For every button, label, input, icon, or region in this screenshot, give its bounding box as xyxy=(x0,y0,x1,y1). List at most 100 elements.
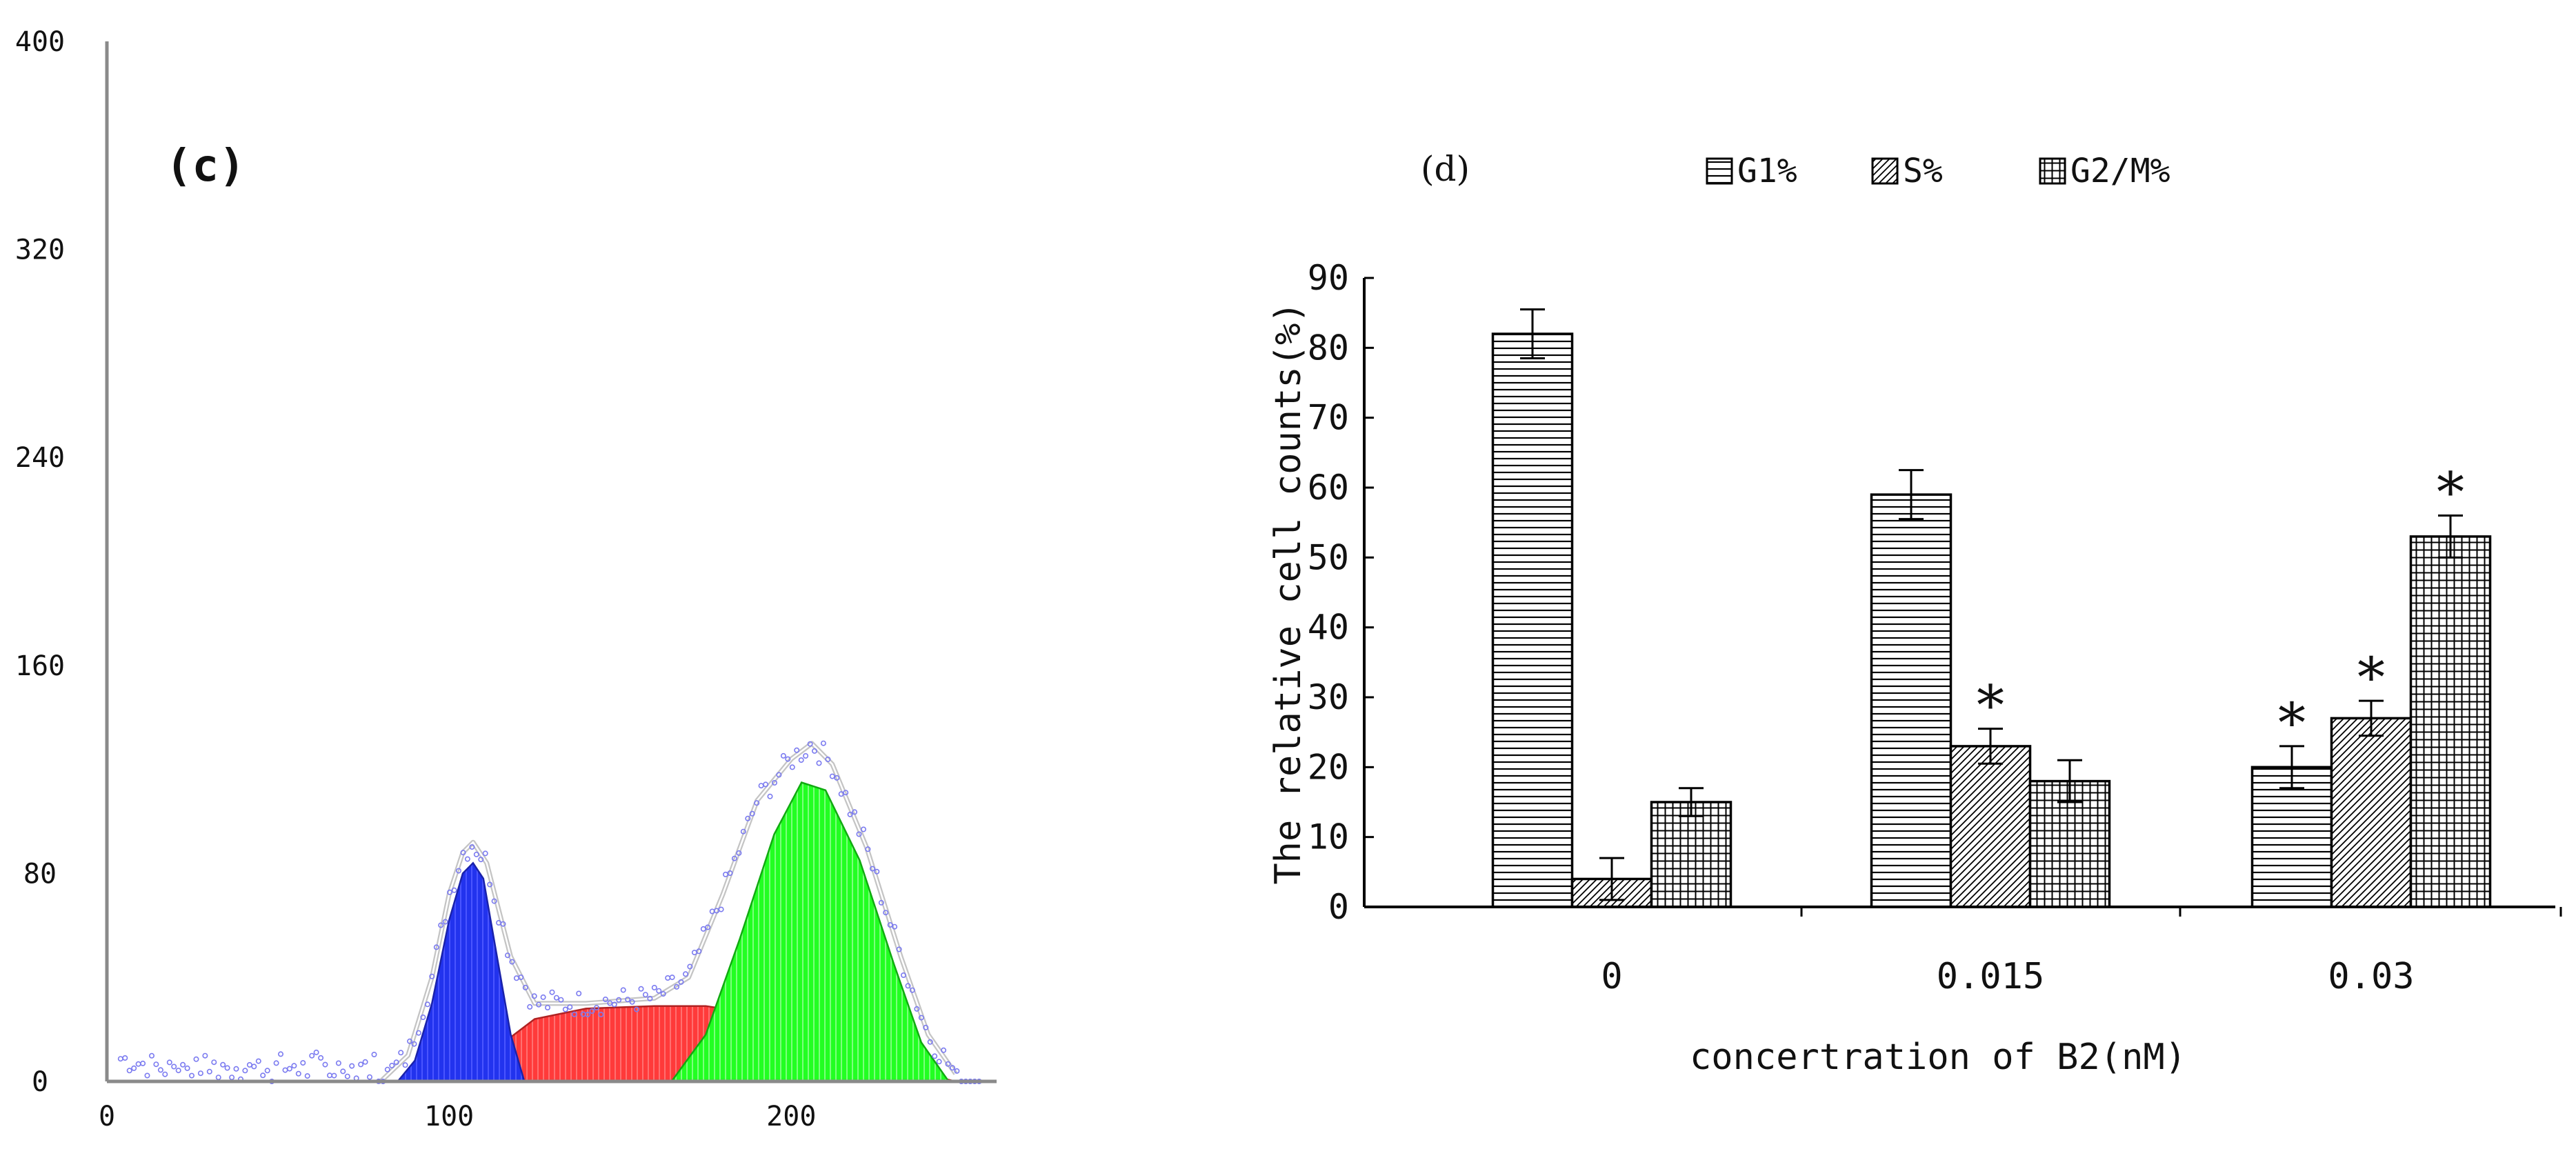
data-point xyxy=(291,1063,297,1069)
data-point xyxy=(727,870,733,877)
bar-g1 xyxy=(1491,332,1574,908)
data-point xyxy=(433,944,439,950)
data-point xyxy=(892,923,898,930)
d-y-ticks: 0 10 20 30 40 50 60 70 80 90 xyxy=(1308,258,1374,927)
y-tick-label: 50 xyxy=(1308,537,1349,577)
data-point xyxy=(843,790,849,796)
data-point xyxy=(184,1065,190,1071)
data-point xyxy=(602,997,608,1003)
c-scatter-points xyxy=(117,740,982,1085)
data-point xyxy=(531,993,537,999)
legend-swatch xyxy=(2039,157,2066,185)
data-point xyxy=(344,1073,350,1079)
data-point xyxy=(549,989,555,995)
data-point xyxy=(745,815,751,821)
data-point xyxy=(117,1056,123,1062)
bar-s xyxy=(2330,717,2413,908)
data-point xyxy=(749,810,755,817)
data-point xyxy=(625,997,631,1003)
data-point xyxy=(812,748,818,754)
data-point xyxy=(847,811,853,817)
data-point xyxy=(945,1061,951,1067)
data-point xyxy=(687,963,693,970)
data-point xyxy=(772,780,778,786)
data-point xyxy=(936,1059,942,1065)
data-point xyxy=(678,979,684,985)
g2-m-peak-area xyxy=(670,781,950,1083)
data-point xyxy=(251,1063,257,1070)
data-point xyxy=(896,946,902,952)
data-point xyxy=(918,1015,924,1021)
y-tick-label: 10 xyxy=(1308,817,1349,857)
data-point xyxy=(300,1060,306,1066)
data-point xyxy=(473,851,479,857)
data-point xyxy=(393,1059,399,1066)
data-point xyxy=(558,997,564,1003)
data-point xyxy=(180,1061,186,1068)
significance-marker: * xyxy=(2437,461,2464,525)
data-point xyxy=(807,741,813,747)
bar-g2-m xyxy=(1650,801,1733,908)
data-point xyxy=(553,995,559,1001)
legend: G1% S% G2/M% xyxy=(1706,152,2170,190)
data-point xyxy=(540,994,546,1000)
data-point xyxy=(763,781,769,788)
data-point xyxy=(518,975,524,981)
data-point xyxy=(718,906,724,912)
x-tick-label: 0.03 xyxy=(2328,956,2414,997)
data-point xyxy=(682,971,688,977)
data-point xyxy=(460,850,466,856)
data-point xyxy=(313,1049,319,1055)
data-point xyxy=(264,1068,270,1074)
data-point xyxy=(629,999,635,1005)
data-point xyxy=(598,1012,604,1018)
data-point xyxy=(954,1068,960,1074)
data-point xyxy=(335,1060,341,1066)
data-point xyxy=(491,898,497,904)
x-tick-label: 0 xyxy=(1601,956,1622,997)
data-point xyxy=(544,1005,550,1011)
data-point xyxy=(349,1063,355,1069)
data-point xyxy=(820,740,826,746)
data-point xyxy=(260,1072,266,1079)
data-point xyxy=(442,919,448,925)
data-point xyxy=(509,959,515,965)
data-point xyxy=(424,1001,430,1008)
significance-marker: * xyxy=(2357,646,2385,710)
data-point xyxy=(171,1063,177,1070)
data-point xyxy=(527,1003,533,1010)
data-point xyxy=(326,1072,332,1079)
data-point xyxy=(126,1068,132,1074)
data-point xyxy=(589,1008,595,1015)
bar-g1 xyxy=(1870,493,1953,908)
data-point xyxy=(852,809,858,815)
data-point xyxy=(723,871,729,877)
data-point xyxy=(754,800,760,806)
d-x-tick-labels: 0 0.015 0.03 xyxy=(1601,907,2562,997)
y-axis-label: The relative cell counts(%) xyxy=(1268,301,1309,884)
data-point xyxy=(197,1070,203,1077)
data-point xyxy=(567,1004,573,1010)
data-point xyxy=(211,1059,217,1066)
data-point xyxy=(407,1038,413,1044)
panel-c-label: (c) xyxy=(166,141,246,192)
data-point xyxy=(696,948,702,955)
c-y-tick-label: 160 xyxy=(15,650,65,682)
significance-marker: * xyxy=(2278,691,2306,755)
c-y-tick-labels: 0 80 160 240 320 400 xyxy=(15,26,65,1098)
data-point xyxy=(309,1052,315,1059)
data-point xyxy=(340,1068,346,1075)
y-tick-label: 70 xyxy=(1308,398,1349,438)
data-point xyxy=(455,868,461,874)
data-point xyxy=(398,1050,404,1056)
data-point xyxy=(593,1005,599,1011)
data-point xyxy=(651,985,657,991)
y-tick-label: 80 xyxy=(1308,328,1349,368)
data-point xyxy=(665,975,671,981)
data-point xyxy=(500,921,506,927)
data-point xyxy=(656,988,662,994)
data-point xyxy=(277,1051,283,1057)
c-x-tick-labels: 0 100 200 xyxy=(99,1101,816,1132)
data-point xyxy=(513,975,519,981)
data-point xyxy=(861,826,867,832)
